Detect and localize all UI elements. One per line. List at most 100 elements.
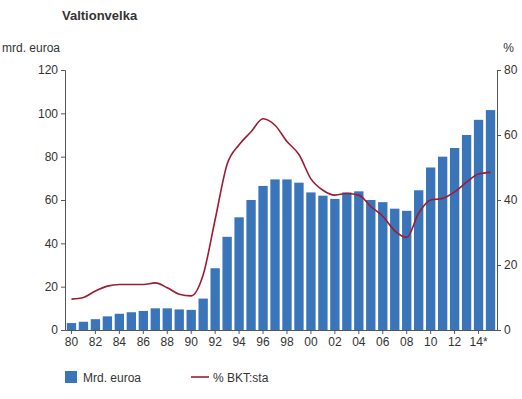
- bar: [187, 310, 196, 330]
- tick: 04: [352, 330, 366, 349]
- tick: 12: [448, 330, 462, 349]
- tick-label: 20: [504, 258, 518, 272]
- tick-label: 80: [65, 335, 79, 349]
- tick-label: 88: [161, 335, 175, 349]
- tick-mark: [497, 200, 501, 201]
- tick: 88: [161, 330, 175, 349]
- bar: [462, 135, 471, 330]
- tick-mark: [119, 330, 120, 334]
- tick-label: 10: [424, 335, 438, 349]
- bar: [414, 190, 423, 330]
- y2-axis: 020406080: [497, 63, 518, 337]
- tick-label: 0: [51, 323, 58, 337]
- bar: [318, 196, 327, 330]
- tick-label: 20: [45, 280, 59, 294]
- legend-swatch: [65, 371, 77, 383]
- bar: [486, 110, 495, 330]
- tick-label: 40: [504, 193, 518, 207]
- tick: 86: [137, 330, 151, 349]
- tick-mark: [61, 287, 65, 288]
- line: [71, 119, 490, 299]
- tick-mark: [286, 330, 287, 334]
- tick-label: 84: [113, 335, 127, 349]
- bar: [222, 237, 231, 330]
- tick-label: 98: [280, 335, 294, 349]
- tick-label: 60: [45, 193, 59, 207]
- bar: [450, 148, 459, 330]
- tick-mark: [167, 330, 168, 334]
- tick-mark: [95, 330, 96, 334]
- legend-label: Mrd. euroa: [83, 371, 141, 385]
- y2-axis-title: %: [503, 41, 514, 55]
- tick-mark: [497, 330, 501, 331]
- tick: 84: [113, 330, 127, 349]
- tick-label: 40: [45, 237, 59, 251]
- bar: [175, 309, 184, 330]
- bar: [139, 311, 148, 330]
- tick-label: 12: [448, 335, 462, 349]
- tick-mark: [334, 330, 335, 334]
- title: Valtionvelka: [62, 8, 138, 23]
- tick-mark: [239, 330, 240, 334]
- tick-mark: [358, 330, 359, 334]
- bar: [163, 308, 172, 330]
- bar: [246, 200, 255, 330]
- bar: [402, 211, 411, 330]
- tick-label: 14*: [470, 335, 488, 349]
- tick-label: 120: [38, 63, 58, 77]
- bar: [270, 179, 279, 330]
- tick-mark: [215, 330, 216, 334]
- axis-line: [498, 71, 502, 331]
- tick-mark: [61, 200, 65, 201]
- tick-label: 00: [304, 335, 318, 349]
- tick: 92: [208, 330, 222, 349]
- tick-mark: [310, 330, 311, 334]
- tick-mark: [263, 330, 264, 334]
- tick: 94: [232, 330, 246, 349]
- tick-mark: [143, 330, 144, 334]
- tick-mark: [61, 113, 65, 114]
- tick-label: 02: [328, 335, 342, 349]
- tick: 82: [89, 330, 103, 349]
- tick-mark: [497, 70, 501, 71]
- tick-label: 80: [45, 150, 59, 164]
- y-axis-title: mrd. euroa: [2, 41, 60, 55]
- tick-mark: [406, 330, 407, 334]
- bar: [438, 157, 447, 330]
- bar: [91, 319, 100, 330]
- bar: [258, 186, 267, 330]
- tick: 60: [45, 193, 65, 207]
- tick: 100: [38, 107, 65, 121]
- tick-mark: [61, 157, 65, 158]
- chart: 0204060801001200204060808082848688909294…: [0, 0, 522, 399]
- tick-label: 94: [232, 335, 246, 349]
- tick: 60: [497, 128, 518, 142]
- bar: [67, 323, 76, 330]
- tick: 90: [185, 330, 199, 349]
- tick: 14*: [470, 330, 488, 349]
- legend-swatch: [191, 376, 209, 378]
- tick: 40: [45, 237, 65, 251]
- tick-mark: [497, 135, 501, 136]
- tick-mark: [191, 330, 192, 334]
- bar: [342, 192, 351, 330]
- plot-area: [67, 110, 495, 330]
- bar: [330, 199, 339, 330]
- bar: [306, 192, 315, 330]
- y-axis: 0 20 40 60 80 100 120: [38, 63, 66, 337]
- tick: 98: [280, 330, 294, 349]
- tick-mark: [478, 330, 479, 334]
- legend: Mrd. euroa % BKT:sta: [65, 371, 269, 385]
- bar: [426, 168, 435, 331]
- tick-label: 0: [504, 323, 511, 337]
- bar: [354, 191, 363, 330]
- tick: 40: [497, 193, 518, 207]
- tick: 80: [45, 150, 65, 164]
- bar: [234, 217, 243, 330]
- bar: [366, 200, 375, 330]
- legend-label: % BKT:sta: [213, 371, 269, 385]
- tick: 20: [45, 280, 65, 294]
- tick-label: 92: [208, 335, 222, 349]
- tick: 06: [376, 330, 390, 349]
- tick-label: 60: [504, 128, 518, 142]
